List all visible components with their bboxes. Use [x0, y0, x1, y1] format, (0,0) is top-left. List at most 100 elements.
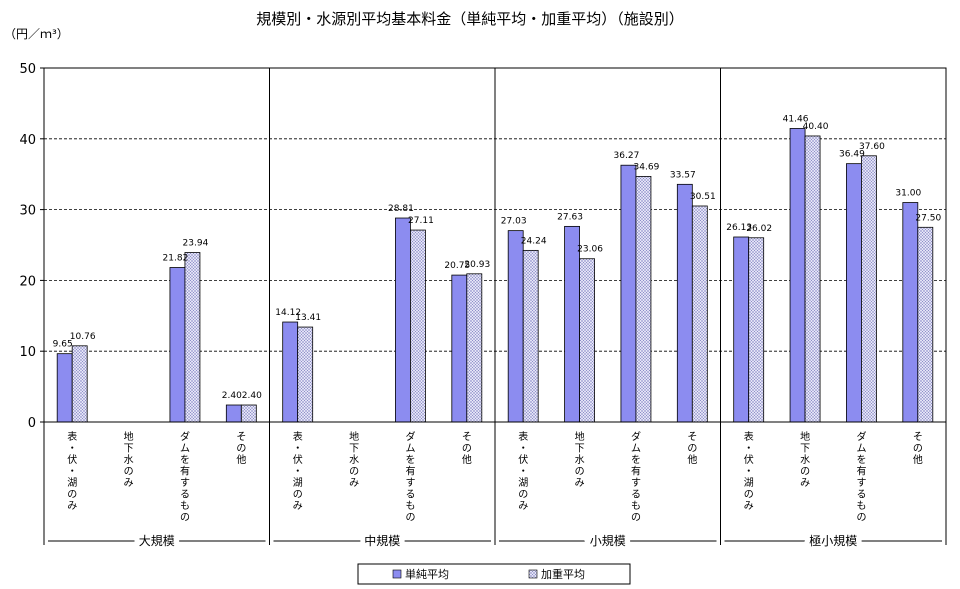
- category-label-char: す: [405, 477, 415, 489]
- category-label-char: 表: [67, 430, 77, 443]
- category-label-char: ム: [856, 443, 866, 455]
- category-label-char: 水: [124, 454, 134, 466]
- group-label: 大規模: [139, 533, 175, 548]
- category-label-char: 湖: [67, 477, 77, 489]
- data-label: 2.40: [222, 391, 242, 401]
- bar-simple-average: [451, 274, 468, 423]
- legend-swatch-weighted: [528, 569, 538, 579]
- category-label-char: の: [856, 513, 866, 524]
- bar-weighted-average: [297, 326, 314, 423]
- bar-weighted-average: [579, 258, 595, 423]
- category-label-char: の: [744, 490, 754, 501]
- category-label-char: 他: [236, 453, 246, 466]
- data-label: 10.76: [70, 332, 96, 342]
- bars: [56, 128, 934, 423]
- category-label-char: も: [856, 500, 866, 512]
- bar-weighted-average: [466, 273, 483, 423]
- category-label-char: の: [405, 513, 415, 524]
- bar-simple-average: [507, 230, 524, 423]
- y-axis-unit: （円／ｍ³）: [4, 27, 69, 41]
- data-label: 2.40: [242, 391, 262, 401]
- y-tick-label: 20: [19, 274, 36, 289]
- bar-weighted-average: [522, 249, 539, 423]
- data-label: 14.12: [275, 308, 301, 318]
- category-label-char: る: [405, 489, 415, 501]
- legend-label-weighted: 加重平均: [541, 567, 585, 581]
- group-label: 小規模: [590, 533, 626, 548]
- y-tick-label: 0: [28, 416, 36, 431]
- data-label: 40.40: [803, 122, 829, 132]
- category-label-char: る: [856, 489, 866, 501]
- category-label-char: そ: [236, 431, 246, 443]
- category-label-char: 下: [800, 444, 810, 455]
- category-label-char: の: [800, 467, 810, 478]
- category-label-char: み: [293, 501, 303, 512]
- category-label-char: の: [124, 467, 134, 478]
- legend-swatch-simple: [392, 569, 402, 579]
- data-label: 13.41: [295, 313, 321, 323]
- category-label-char: ・: [293, 467, 303, 478]
- category-label-char: み: [67, 501, 77, 512]
- category-label-char: 表: [518, 430, 528, 443]
- category-label-char: 湖: [293, 477, 303, 489]
- category-label-char: 地: [349, 430, 359, 443]
- axes: 0 10 20 30 40 50: [19, 62, 947, 545]
- category-label-char: す: [856, 477, 866, 489]
- category-label-char: の: [67, 490, 77, 501]
- bar-weighted-average: [240, 404, 257, 423]
- category-label-char: る: [180, 489, 190, 501]
- category-label-char: 地: [124, 430, 134, 443]
- group-label: 中規模: [364, 533, 400, 548]
- category-label-char: 有: [180, 465, 190, 478]
- category-label-char: そ: [913, 431, 923, 443]
- bar-simple-average: [395, 217, 411, 423]
- category-label-char: ダ: [405, 430, 415, 443]
- data-label: 27.63: [557, 212, 583, 222]
- data-label: 31.00: [895, 189, 921, 199]
- category-label-char: 伏: [744, 453, 754, 466]
- y-tick-label: 40: [19, 133, 36, 148]
- bar-weighted-average: [410, 229, 426, 423]
- category-label-char: み: [575, 478, 585, 489]
- category-label-char: 湖: [744, 477, 754, 489]
- category-label-char: ダ: [180, 430, 190, 443]
- category-label-char: も: [180, 500, 190, 512]
- y-tick-label: 50: [19, 62, 36, 77]
- data-label: 21.82: [163, 254, 189, 264]
- category-label-char: み: [124, 478, 134, 489]
- legend: 単純平均 加重平均: [357, 563, 631, 585]
- category-label-char: 表: [293, 430, 303, 443]
- category-label-char: も: [631, 500, 641, 512]
- category-label-char: 他: [687, 453, 697, 466]
- category-label-char: み: [744, 501, 754, 512]
- y-tick-label: 10: [19, 345, 36, 360]
- category-label-char: の: [687, 444, 697, 455]
- bar-weighted-average: [635, 175, 652, 423]
- bar-simple-average: [564, 225, 580, 423]
- category-label-char: の: [293, 490, 303, 501]
- bar-simple-average: [56, 353, 73, 423]
- data-label: 24.24: [521, 236, 547, 246]
- data-label: 27.11: [408, 216, 434, 226]
- bar-simple-average: [620, 164, 637, 423]
- category-label-char: を: [180, 454, 190, 466]
- category-label-char: の: [236, 444, 246, 455]
- category-label-char: 伏: [518, 453, 528, 466]
- category-label-char: の: [631, 513, 641, 524]
- bar-simple-average: [846, 163, 862, 423]
- legend-label-simple: 単純平均: [405, 567, 449, 581]
- category-label-char: 水: [349, 454, 359, 466]
- category-label-char: の: [575, 467, 585, 478]
- category-label-char: を: [405, 454, 415, 466]
- category-label-char: み: [349, 478, 359, 489]
- category-label-char: す: [631, 477, 641, 489]
- category-label-char: も: [405, 500, 415, 512]
- category-label-char: ・: [744, 467, 754, 478]
- category-label-char: み: [518, 501, 528, 512]
- category-label-char: す: [180, 477, 190, 489]
- category-label-char: ム: [631, 443, 641, 455]
- bar-simple-average: [169, 267, 186, 423]
- category-label-char: 湖: [518, 477, 528, 489]
- bar-simple-average: [282, 321, 299, 423]
- data-label: 33.57: [670, 170, 696, 180]
